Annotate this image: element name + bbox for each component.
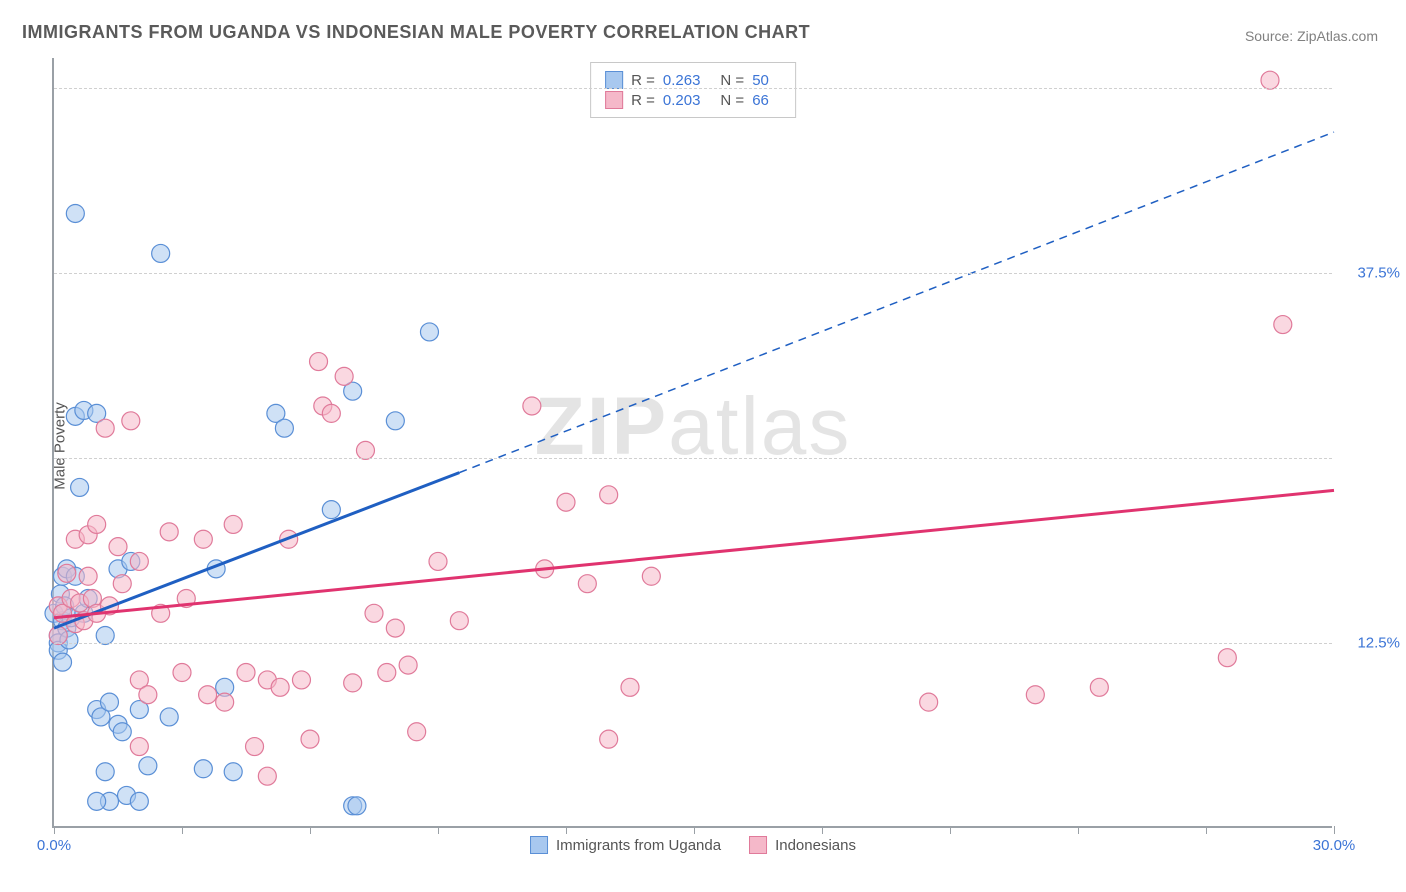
data-point — [420, 323, 438, 341]
data-point — [152, 244, 170, 262]
data-point — [113, 575, 131, 593]
data-point — [365, 604, 383, 622]
data-point — [224, 515, 242, 533]
data-point — [113, 723, 131, 741]
data-point — [199, 686, 217, 704]
data-point — [1090, 678, 1108, 696]
data-point — [88, 515, 106, 533]
x-tick-mark — [310, 826, 311, 834]
data-point — [49, 627, 67, 645]
data-point — [122, 412, 140, 430]
data-point — [130, 552, 148, 570]
data-point — [578, 575, 596, 593]
x-tick-label: 0.0% — [37, 837, 71, 854]
data-point — [194, 760, 212, 778]
trend-line-extrapolated — [459, 132, 1334, 473]
data-point — [216, 693, 234, 711]
data-point — [194, 530, 212, 548]
x-tick-mark — [822, 826, 823, 834]
x-tick-mark — [54, 826, 55, 834]
data-point — [130, 738, 148, 756]
data-point — [71, 478, 89, 496]
data-point — [130, 792, 148, 810]
legend-item-indonesians: Indonesians — [749, 836, 856, 854]
data-point — [450, 612, 468, 630]
gridline — [54, 273, 1332, 274]
source-attribution: Source: ZipAtlas.com — [1245, 28, 1378, 44]
data-point — [139, 686, 157, 704]
plot-area: ZIPatlas R =0.263 N =50 R =0.203 N =66 I… — [52, 58, 1332, 828]
y-tick-label: 12.5% — [1357, 634, 1400, 651]
data-point — [58, 564, 76, 582]
data-point — [356, 441, 374, 459]
legend-item-uganda: Immigrants from Uganda — [530, 836, 721, 854]
data-point — [66, 204, 84, 222]
x-tick-label: 30.0% — [1313, 837, 1356, 854]
data-point — [429, 552, 447, 570]
chart-svg — [54, 58, 1332, 826]
data-point — [160, 523, 178, 541]
data-point — [386, 619, 404, 637]
y-tick-label: 37.5% — [1357, 264, 1400, 281]
data-point — [246, 738, 264, 756]
data-point — [920, 693, 938, 711]
data-point — [271, 678, 289, 696]
x-tick-mark — [694, 826, 695, 834]
x-tick-mark — [950, 826, 951, 834]
gridline — [54, 88, 1332, 89]
gridline — [54, 458, 1332, 459]
data-point — [1218, 649, 1236, 667]
data-point — [642, 567, 660, 585]
data-point — [139, 757, 157, 775]
data-point — [1026, 686, 1044, 704]
data-point — [600, 730, 618, 748]
data-point — [100, 693, 118, 711]
data-point — [408, 723, 426, 741]
data-point — [1274, 316, 1292, 334]
data-point — [344, 674, 362, 692]
data-point — [275, 419, 293, 437]
x-tick-mark — [1334, 826, 1335, 834]
data-point — [237, 664, 255, 682]
data-point — [523, 397, 541, 415]
x-tick-mark — [182, 826, 183, 834]
chart-title: IMMIGRANTS FROM UGANDA VS INDONESIAN MAL… — [22, 22, 810, 43]
data-point — [1261, 71, 1279, 89]
data-point — [96, 419, 114, 437]
data-point — [173, 664, 191, 682]
data-point — [348, 797, 366, 815]
data-point — [292, 671, 310, 689]
data-point — [335, 367, 353, 385]
data-point — [54, 653, 72, 671]
data-point — [621, 678, 639, 696]
data-point — [224, 763, 242, 781]
x-tick-mark — [438, 826, 439, 834]
x-tick-mark — [566, 826, 567, 834]
gridline — [54, 643, 1332, 644]
data-point — [322, 501, 340, 519]
data-point — [600, 486, 618, 504]
legend-bottom: Immigrants from Uganda Indonesians — [518, 836, 868, 854]
data-point — [109, 538, 127, 556]
data-point — [96, 763, 114, 781]
data-point — [399, 656, 417, 674]
data-point — [322, 404, 340, 422]
data-point — [310, 353, 328, 371]
legend-swatch-indonesians — [749, 836, 767, 854]
data-point — [79, 567, 97, 585]
x-tick-mark — [1206, 826, 1207, 834]
data-point — [386, 412, 404, 430]
data-point — [301, 730, 319, 748]
x-tick-mark — [1078, 826, 1079, 834]
data-point — [96, 627, 114, 645]
data-point — [160, 708, 178, 726]
data-point — [88, 792, 106, 810]
data-point — [378, 664, 396, 682]
data-point — [557, 493, 575, 511]
data-point — [258, 767, 276, 785]
legend-swatch-uganda — [530, 836, 548, 854]
